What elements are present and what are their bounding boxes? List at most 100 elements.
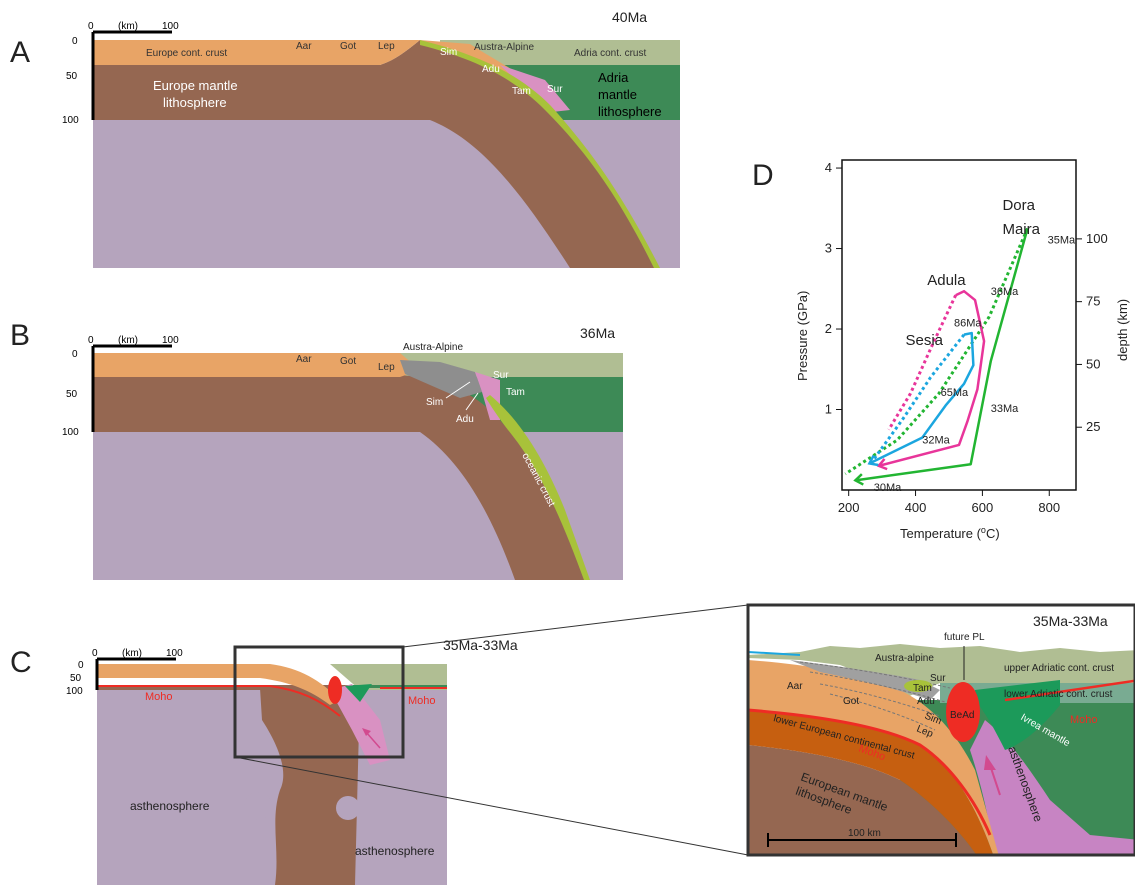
chart-annotation: 65Ma [941,387,969,399]
inset-label-moho-right: Moho [1070,714,1098,726]
panel-b-depth-tick: 50 [66,389,78,400]
chart-annotation: 32Ma [922,434,950,446]
panel-c: C 35Ma-33Ma 0 (km) 100 0 50 100 Moho Moh [10,604,749,885]
inset-european-mantle [748,745,977,855]
inset: 35Ma-33Ma future PL Austra-alpine upper … [746,603,1135,857]
panel-c-pink-zone [330,684,390,765]
inset-nappe [809,671,946,703]
panel-b-label-tam: Tam [506,387,525,398]
chart-annotation: 86Ma [954,318,982,330]
panel-c-label-astheno-1: asthenosphere [130,799,210,813]
panel-a-letter: A [10,36,30,69]
panel-c-moho [97,685,341,717]
chart-xlabel: Temperature (oC) [900,525,1000,541]
panel-c-arrowhead [362,728,371,736]
panel-a-label-aar: Aar [296,41,312,52]
panel-a-label-lep: Lep [378,41,395,52]
chart-y2-tick-label: 100 [1086,231,1108,246]
chart-annotation: Adula [927,272,966,289]
panel-a-scale-bar [91,30,172,120]
inset-moho-left [748,708,992,836]
inset-blue-line [748,651,801,656]
panel-c-zoom-line [234,756,749,856]
chart-y-tick-label: 3 [825,241,832,256]
chart-y-tick-label: 4 [825,160,832,175]
panel-c-scale-end: 100 [166,648,183,659]
inset-austro-alpine [790,660,940,700]
chart-ylabel: Pressure (GPa) [795,291,810,381]
panel-a-label-europe-crust: Europe cont. crust [146,48,227,59]
panel-c-zoom-line [402,604,749,648]
chart-y2label: depth (km) [1115,299,1130,361]
panel-b-letter: B [10,319,30,352]
panel-c-scale-unit: (km) [122,648,142,659]
inset-upper-adriatic [748,644,1135,700]
panel-c-neck [336,796,360,820]
panel-c-letter: C [10,646,32,679]
line: lithosphere [598,104,662,119]
inset-label-bead: BeAd [950,710,974,721]
panel-c-scale-zero: 0 [92,648,98,659]
panel-a-label-got: Got [340,41,356,52]
panel-c-adria-lith [330,664,447,690]
panel-a-label-europe-mantle: Europe mantle lithosphere [153,78,238,110]
inset-nappe [819,683,941,717]
chart-frame [841,159,1077,491]
line: lithosphere [163,95,227,110]
panel-a-europe-mantle [93,40,658,268]
inset-label-austro-alpine: Austra-alpine [875,653,934,664]
panel-b-label-got: Got [340,356,356,367]
inset-arrowhead [984,755,996,770]
panel-c-asthenosphere-arrow [365,731,381,749]
inset-label-got: Got [843,696,859,707]
panel-a-label-sur: Sur [547,84,563,95]
chart-annotation: 36Ma [991,286,1019,298]
panel-a-scale-unit: (km) [118,21,138,32]
inset-label-upper-adriatic: upper Adriatic cont. crust [1004,663,1114,674]
panel-a-depth-tick: 100 [62,115,79,126]
panel-b-label-lep: Lep [378,362,395,373]
chart-annotation: 35Ma [1048,235,1076,247]
inset-ivrea [975,680,1060,750]
panel-a-europe-crust [93,40,420,65]
inset-age: 35Ma-33Ma [1033,613,1108,629]
panel-c-slab [260,688,360,885]
panel-b-scale-zero: 0 [88,335,94,346]
series-dora-maira-line [855,228,1029,482]
panel-c-ivrea [345,684,372,702]
inset-bead [946,682,980,742]
chart-x-tick-label: 600 [972,500,994,515]
panel-b: B 36Ma 0 (km) 100 0 50 100 Austra-Alpine… [10,319,623,580]
panel-b-austro-wedge [400,360,482,398]
chart-annotation: Maira [1002,221,1040,238]
panel-a-scale-end: 100 [162,21,179,32]
chart-annotation: Dora [1002,197,1035,214]
panel-c-depth-tick: 0 [78,660,84,671]
panel-c-europe-crust [97,664,340,705]
panel-b-label-aar: Aar [296,354,312,365]
panel-b-label-austro-alpine: Austra-Alpine [403,342,463,353]
panel-a-depth-tick: 0 [72,36,78,47]
panel-b-europe-mantle [93,375,588,580]
inset-nappe [829,693,936,731]
series-adula-arrowhead [876,458,888,471]
series-adula-line [878,289,986,468]
panel-a-age: 40Ma [612,9,647,25]
panel-a-depth-tick: 50 [66,71,78,82]
panel-b-depth-tick: 0 [72,349,78,360]
chart-y-tick-label: 1 [825,402,832,417]
panel-b-age: 36Ma [580,325,615,341]
inset-label-tam: Tam [913,683,932,694]
panel-a-label-adria-crust: Adria cont. crust [574,48,646,59]
panel-b-pointer [445,381,471,399]
panel-b-pointer [465,392,479,411]
panel-a-label-sim: Sim [440,47,457,58]
panel-c-neck [244,792,272,820]
panel-a-scale-zero: 0 [88,21,94,32]
chart-x-tick-label: 800 [1038,500,1060,515]
series-sesia-dashed [872,333,966,461]
panel-c-label-astheno-2: asthenosphere [355,844,435,858]
inset-label-aar: Aar [787,681,803,692]
inset-label-sur: Sur [930,673,946,684]
series-sesia-arrowhead [867,454,879,467]
